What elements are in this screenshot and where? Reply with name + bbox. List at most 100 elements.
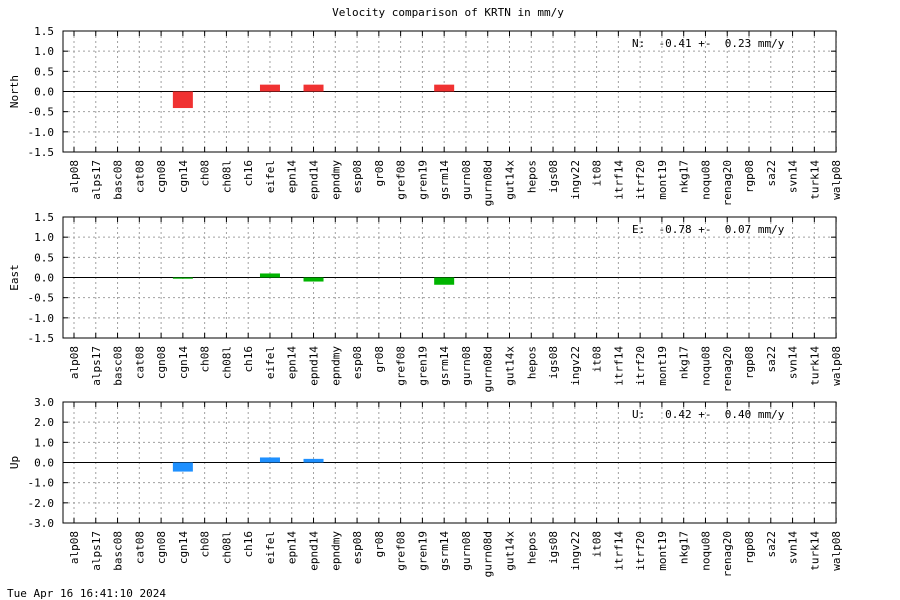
- north-category-label: eifel: [264, 160, 277, 193]
- up-velocity-annotation: U: 0.42 +- 0.40 mm/y: [632, 408, 785, 421]
- north-category-label: gurn08: [460, 160, 473, 200]
- east-category-label: nkg17: [678, 346, 691, 379]
- north-ytick-label: 1.0: [34, 45, 54, 58]
- up-category-label: nkg17: [678, 531, 691, 564]
- east-ytick-label: 0.5: [34, 251, 54, 264]
- up-category-label: igs08: [547, 531, 560, 564]
- east-category-label: gr08: [373, 346, 386, 373]
- up-category-label: ch08l: [220, 531, 233, 564]
- north-bar-eifel: [259, 84, 280, 92]
- north-panel: 1.5 1.0 0.5 0.0 -0.5 -1.0 -1.5 alp08 alps17 basc0…: [8, 25, 843, 206]
- north-ytick-label: 0.5: [34, 65, 54, 78]
- chart-title: Velocity comparison of KRTN in mm/y: [332, 6, 564, 19]
- up-category-label: mont19: [656, 531, 669, 571]
- up-category-label: walp08: [830, 531, 843, 571]
- up-category-label: itrf14: [612, 531, 625, 571]
- north-category-label: ingv22: [569, 160, 582, 200]
- north-category-label: gsrm14: [438, 160, 451, 200]
- north-category-label: ch08l: [220, 160, 233, 193]
- east-velocity-annotation: E: -0.78 +- 0.07 mm/y: [632, 223, 785, 236]
- north-category-label: cgn08: [155, 160, 168, 193]
- east-category-label: esp08: [351, 346, 364, 379]
- north-category-label: itrf20: [634, 160, 647, 200]
- east-ytick-label: -0.5: [28, 292, 55, 305]
- north-category-label: cat08: [133, 160, 146, 193]
- east-category-label: epnd14: [308, 346, 321, 386]
- east-category-label: renag20: [721, 346, 734, 392]
- north-category-label: nkg17: [678, 160, 691, 193]
- east-category-label: igs08: [547, 346, 560, 379]
- east-category-label: walp08: [830, 346, 843, 386]
- north-category-label: gut14x: [503, 160, 516, 200]
- north-category-label: epn14: [286, 160, 299, 193]
- up-axis-label: Up: [8, 456, 21, 469]
- north-axis-label: North: [8, 75, 21, 108]
- up-category-label: gurn08d: [482, 531, 495, 577]
- north-ytick-label: -1.0: [28, 126, 55, 139]
- east-category-label: turk14: [808, 346, 821, 386]
- north-category-label: epnd14: [308, 160, 321, 200]
- north-category-label: ch16: [242, 160, 255, 187]
- up-category-label: epndmy: [329, 531, 342, 571]
- up-category-label: gr08: [373, 531, 386, 558]
- up-ytick-label: -1.0: [28, 477, 55, 490]
- up-bar-eifel: [259, 457, 280, 463]
- north-category-label: turk14: [808, 160, 821, 200]
- up-category-label: ch08: [199, 531, 212, 558]
- up-bar-epnd14: [303, 458, 324, 463]
- east-ytick-label: 0.0: [34, 272, 54, 285]
- east-category-label: gurn08d: [482, 346, 495, 392]
- north-category-label: svn14: [787, 160, 800, 193]
- north-category-label: alp08: [68, 160, 81, 193]
- up-category-label: ch16: [242, 531, 255, 558]
- east-category-label: itrf14: [612, 346, 625, 386]
- east-ytick-label: -1.0: [28, 312, 55, 325]
- east-category-label: hepos: [525, 346, 538, 379]
- up-category-label: svn14: [787, 531, 800, 564]
- east-bar-gsrm14: [434, 277, 455, 285]
- up-category-label: eifel: [264, 531, 277, 564]
- up-ytick-label: 3.0: [34, 396, 54, 409]
- east-category-label: gref08: [395, 346, 408, 386]
- north-category-label: alps17: [90, 160, 103, 200]
- east-category-label: rgp08: [743, 346, 756, 379]
- north-category-label: ch08: [199, 160, 212, 187]
- north-ytick-label: -0.5: [28, 106, 55, 119]
- up-category-label: it08: [591, 531, 604, 558]
- north-category-label: esp08: [351, 160, 364, 193]
- up-category-label: cgn08: [155, 531, 168, 564]
- north-category-label: epndmy: [329, 160, 342, 200]
- north-category-label: basc08: [112, 160, 125, 200]
- up-ytick-label: 2.0: [34, 416, 54, 429]
- east-category-label: cat08: [133, 346, 146, 379]
- up-category-label: gut14x: [503, 531, 516, 571]
- east-category-label: gren19: [416, 346, 429, 386]
- east-category-label: epndmy: [329, 346, 342, 386]
- up-category-label: epn14: [286, 531, 299, 564]
- east-category-label: eifel: [264, 346, 277, 379]
- up-category-label: gsrm14: [438, 531, 451, 571]
- east-category-label: mont19: [656, 346, 669, 386]
- north-category-label: noqu08: [699, 160, 712, 200]
- east-category-label: sa22: [765, 346, 778, 373]
- up-category-label: cat08: [133, 531, 146, 564]
- north-category-label: gren19: [416, 160, 429, 200]
- north-category-label: hepos: [525, 160, 538, 193]
- north-category-label: mont19: [656, 160, 669, 200]
- north-bar-gsrm14: [434, 84, 455, 92]
- up-category-label: gref08: [395, 531, 408, 571]
- up-category-label: sa22: [765, 531, 778, 558]
- east-category-label: ingv22: [569, 346, 582, 386]
- north-category-label: gr08: [373, 160, 386, 187]
- east-category-label: gurn08: [460, 346, 473, 386]
- east-ytick-label: 1.5: [34, 211, 54, 224]
- east-category-label: cgn14: [177, 346, 190, 379]
- east-category-label: alps17: [90, 346, 103, 386]
- up-ytick-label: 1.0: [34, 436, 54, 449]
- east-bar-epnd14: [303, 277, 324, 282]
- up-category-label: rgp08: [743, 531, 756, 564]
- up-category-label: noqu08: [699, 531, 712, 571]
- up-category-label: esp08: [351, 531, 364, 564]
- north-category-label: it08: [591, 160, 604, 187]
- east-category-label: ch08: [199, 346, 212, 373]
